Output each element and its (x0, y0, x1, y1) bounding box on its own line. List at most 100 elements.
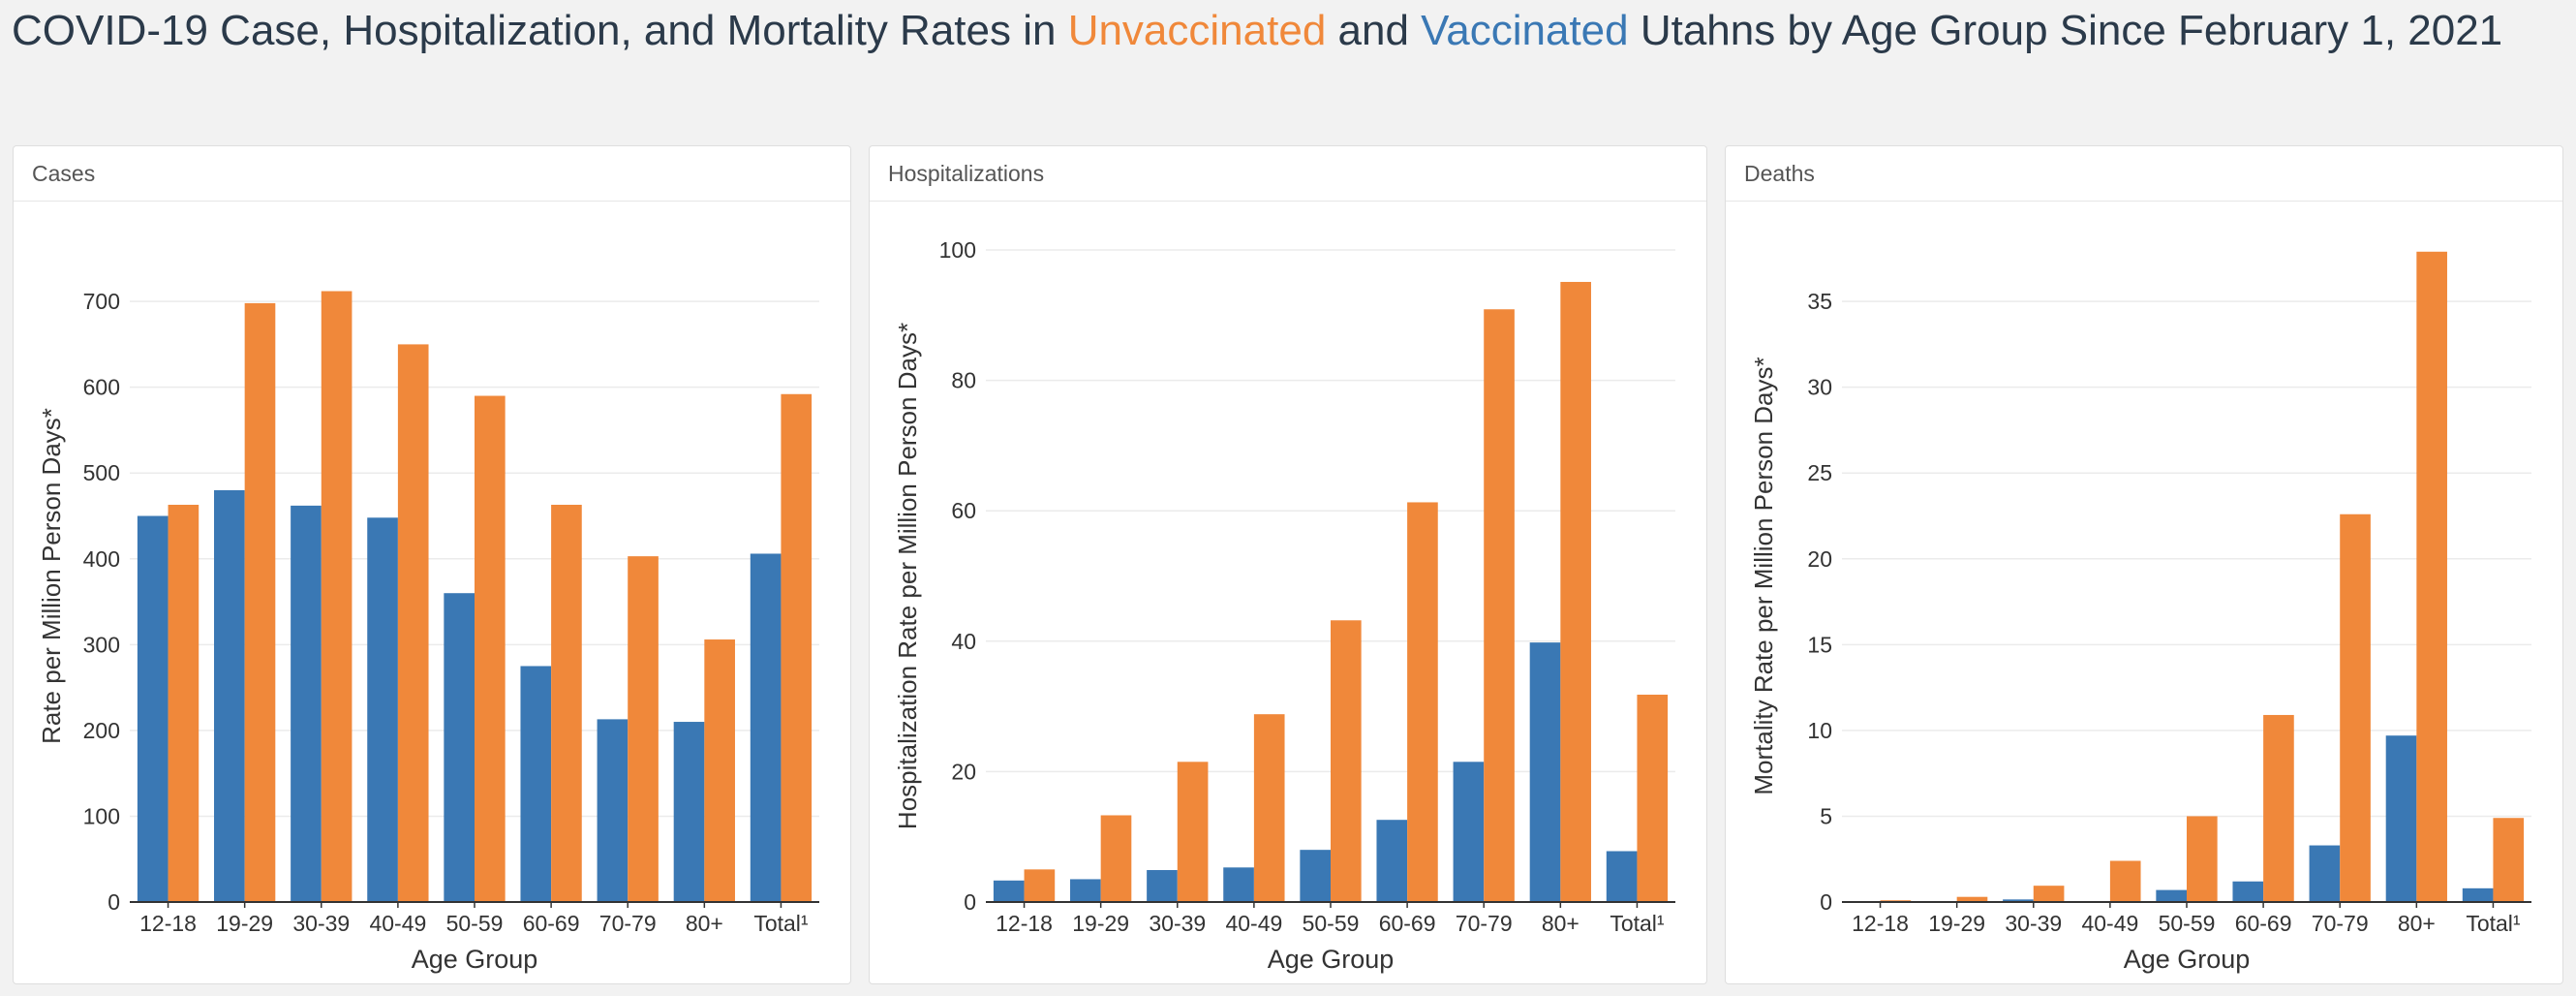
y-tick-label: 300 (83, 632, 120, 657)
page-title: COVID-19 Case, Hospitalization, and Mort… (12, 6, 2559, 56)
unvaccinated-bar (1956, 896, 1988, 902)
x-tick-label: 30-39 (1149, 911, 1206, 936)
x-tick-label: 60-69 (1379, 911, 1436, 936)
y-tick-label: 500 (83, 460, 120, 485)
x-tick-label: 40-49 (2081, 911, 2138, 936)
unvaccinated-bar (1177, 762, 1209, 902)
vaccinated-bar (2003, 899, 2034, 902)
y-tick-label: 80 (951, 368, 976, 393)
unvaccinated-bar (397, 344, 429, 902)
x-tick-label: 60-69 (523, 911, 580, 936)
vaccinated-bar (137, 515, 169, 902)
x-tick-label: 50-59 (2159, 911, 2216, 936)
title-suffix: Utahns by Age Group Since February 1, 20… (1628, 7, 2503, 54)
x-tick-label: 80+ (2398, 911, 2436, 936)
y-tick-label: 600 (83, 375, 120, 400)
unvaccinated-bar (1100, 815, 1132, 902)
y-tick-label: 10 (1807, 718, 1832, 743)
unvaccinated-bar (1484, 309, 1515, 902)
title-vaccinated: Vaccinated (1421, 7, 1629, 54)
unvaccinated-bar (321, 291, 353, 902)
x-tick-label: 19-29 (1072, 911, 1129, 936)
vaccinated-bar (1376, 820, 1408, 902)
unvaccinated-bar (1560, 281, 1591, 902)
y-tick-label: 15 (1807, 632, 1832, 657)
y-tick-label: 700 (83, 289, 120, 314)
unvaccinated-bar (475, 395, 506, 902)
title-mid: and (1326, 7, 1422, 54)
x-tick-label: 30-39 (2005, 911, 2062, 936)
unvaccinated-bar (2340, 514, 2371, 902)
hospitalizations-chart: 0 20 40 60 80 100 12-18 19-29 30-39 40-49 50-59 60-… (893, 237, 1675, 974)
y-tick-label: 20 (951, 759, 976, 784)
cases-chart: 0 100 200 300 400 500 600 700 12-18 19-29 30-39 40-… (37, 289, 819, 974)
y-axis-title: Mortality Rate per Million Person Days* (1749, 357, 1778, 794)
panel-hospitalizations: Hospitalizations 0 20 40 60 80 100 12-18 19-29 3… (869, 145, 1707, 984)
title-unvaccinated: Unvaccinated (1067, 7, 1327, 54)
unvaccinated-bar (168, 505, 199, 902)
x-tick-label: 70-79 (1456, 911, 1513, 936)
x-tick-label: 19-29 (1928, 911, 1985, 936)
vaccinated-bar (673, 722, 705, 902)
unvaccinated-bar (1637, 694, 1669, 902)
y-tick-label: 0 (964, 889, 976, 915)
x-tick-label: 50-59 (446, 911, 504, 936)
y-tick-label: 0 (107, 889, 120, 915)
y-axis-title: Rate per Million Person Days* (37, 408, 66, 744)
vaccinated-bar (1606, 851, 1638, 902)
y-tick-label: 30 (1807, 375, 1832, 400)
x-tick-label: Total¹ (753, 911, 809, 936)
title-prefix: COVID-19 Case, Hospitalization, and Mort… (12, 7, 1068, 54)
unvaccinated-bar (704, 639, 735, 902)
vaccinated-bar (1070, 879, 1101, 902)
y-tick-label: 0 (1820, 889, 1832, 915)
panel-title: Deaths (1726, 146, 2562, 202)
vaccinated-bar (993, 880, 1025, 902)
vaccinated-bar (2462, 887, 2494, 902)
x-tick-label: 12-18 (1852, 911, 1909, 936)
vaccinated-bar (750, 553, 782, 902)
y-tick-label: 100 (939, 237, 976, 263)
unvaccinated-bar (244, 302, 276, 902)
unvaccinated-bar (781, 393, 813, 902)
x-tick-label: Total¹ (1610, 911, 1665, 936)
vaccinated-bar (444, 593, 475, 902)
vaccinated-bar (291, 505, 322, 902)
panel-deaths: Deaths 0 5 10 15 20 25 30 35 12-18 19-29 30-39 40-4… (1725, 145, 2563, 984)
x-tick-label: 40-49 (369, 911, 426, 936)
deaths-chart: 0 5 10 15 20 25 30 35 12-18 19-29 30-39 40-49 50-59 6… (1749, 251, 2531, 974)
unvaccinated-bar (2493, 818, 2525, 902)
y-tick-label: 25 (1807, 460, 1832, 485)
unvaccinated-bar (2187, 816, 2218, 902)
y-tick-label: 40 (951, 629, 976, 654)
x-axis-title: Age Group (412, 945, 538, 974)
y-tick-label: 100 (83, 803, 120, 828)
x-tick-label: 70-79 (2312, 911, 2369, 936)
vaccinated-bar (520, 666, 552, 902)
unvaccinated-bar (2416, 251, 2447, 902)
panel-title: Hospitalizations (870, 146, 1706, 202)
unvaccinated-bar (1331, 620, 1362, 902)
vaccinated-bar (2385, 735, 2417, 902)
vaccinated-bar (1529, 642, 1561, 902)
x-tick-label: 12-18 (996, 911, 1053, 936)
x-axis-title: Age Group (1268, 945, 1395, 974)
y-tick-label: 20 (1807, 546, 1832, 572)
x-tick-label: 40-49 (1225, 911, 1282, 936)
unvaccinated-bar (1024, 869, 1056, 902)
unvaccinated-bar (1407, 502, 1438, 902)
unvaccinated-bar (551, 505, 582, 902)
x-tick-label: Total¹ (2466, 911, 2521, 936)
x-tick-label: 80+ (1542, 911, 1579, 936)
y-tick-label: 35 (1807, 289, 1832, 314)
vaccinated-bar (1453, 762, 1485, 902)
vaccinated-bar (2232, 881, 2264, 902)
vaccinated-bar (1223, 867, 1254, 902)
x-tick-label: 30-39 (292, 911, 350, 936)
x-tick-label: 50-59 (1303, 911, 1360, 936)
x-tick-label: 70-79 (599, 911, 657, 936)
unvaccinated-bar (1253, 714, 1285, 902)
vaccinated-bar (1147, 870, 1178, 902)
x-tick-label: 12-18 (139, 911, 197, 936)
unvaccinated-bar (2033, 886, 2065, 902)
